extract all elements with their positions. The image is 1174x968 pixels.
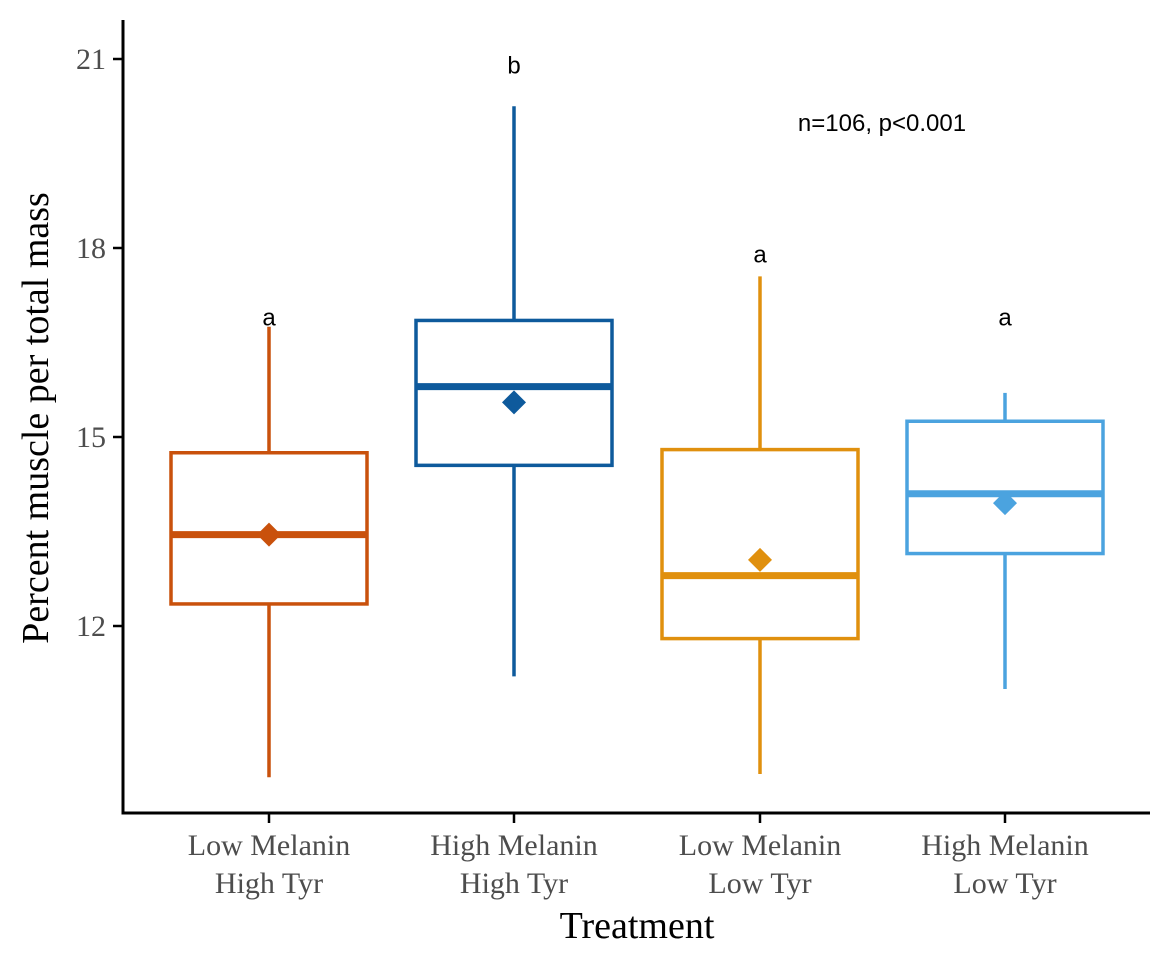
stats-annotation: n=106, p<0.001 — [798, 110, 966, 137]
iqr-box — [169, 451, 369, 606]
x-tick-label-line2: High Tyr — [215, 867, 323, 900]
significance-letter: a — [998, 304, 1012, 331]
x-tick-label-line1: High Melanin — [921, 829, 1088, 862]
mean-marker — [257, 522, 281, 547]
iqr-box — [905, 419, 1105, 556]
y-tick-label: 15 — [76, 421, 106, 454]
y-axis-title: Percent muscle per total mass — [15, 192, 57, 644]
x-tick-label-line2: Low Tyr — [953, 867, 1056, 900]
x-tick-label-line2: Low Tyr — [708, 867, 811, 900]
y-tick-label: 21 — [76, 43, 106, 76]
mean-marker — [748, 547, 772, 572]
mean-marker — [993, 491, 1017, 516]
significance-letter: a — [262, 304, 276, 331]
x-tick-label-line2: High Tyr — [460, 867, 568, 900]
y-tick-label: 12 — [76, 610, 106, 643]
iqr-box — [660, 447, 860, 641]
x-axis-title: Treatment — [560, 905, 715, 947]
x-tick-label-line1: Low Melanin — [188, 829, 350, 862]
significance-letter: b — [507, 52, 520, 79]
x-tick-label-line1: High Melanin — [430, 829, 597, 862]
plot-area: 12 15 18 21 Low Melanin High Tyr a High Melanin… — [76, 20, 1150, 900]
x-tick-label-line1: Low Melanin — [679, 829, 841, 862]
significance-letter: a — [753, 241, 767, 268]
mean-marker — [502, 390, 526, 415]
y-tick-label: 18 — [76, 232, 106, 265]
